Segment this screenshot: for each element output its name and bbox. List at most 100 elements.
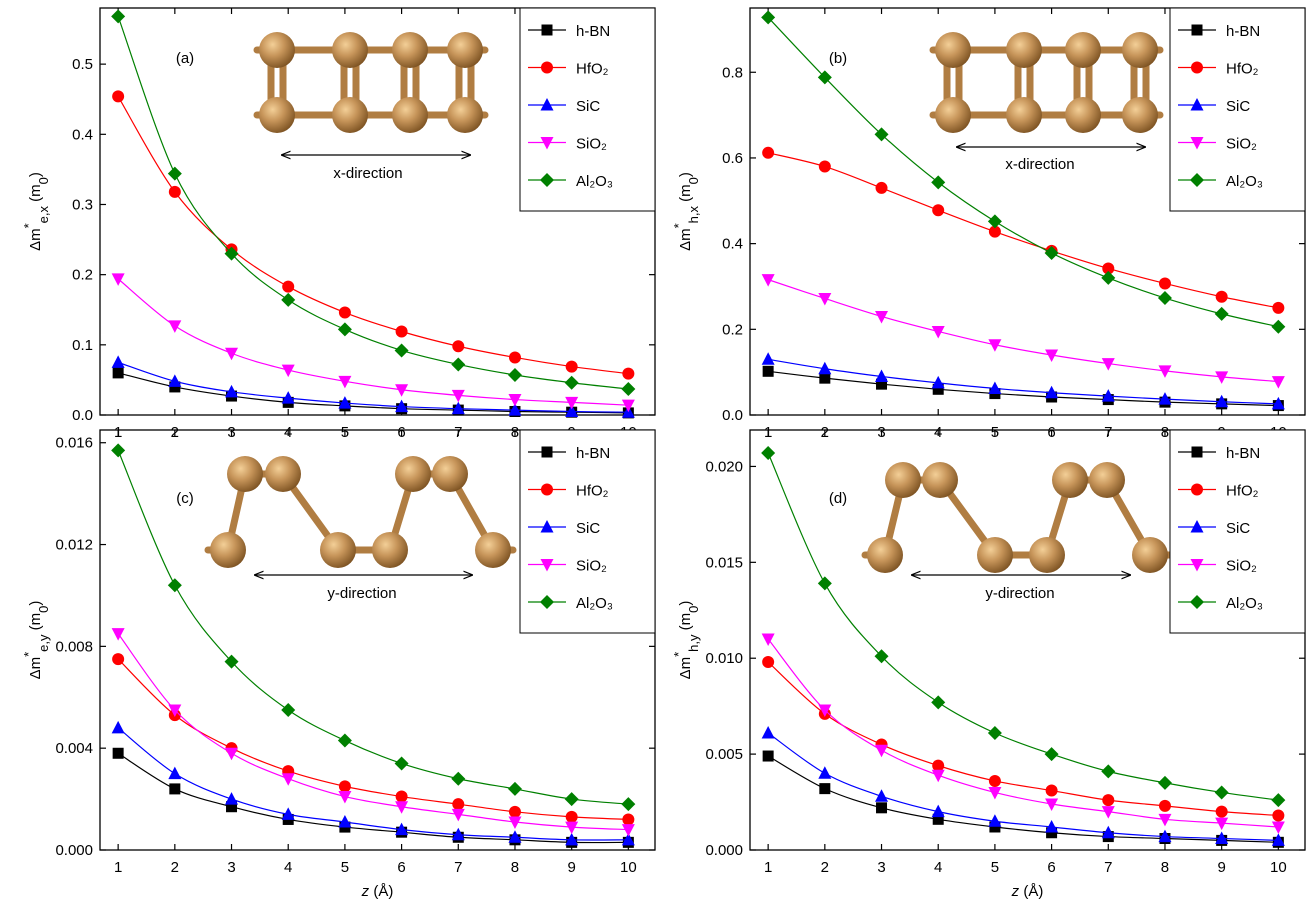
data-point	[988, 381, 1002, 394]
y-tick-label: 0.016	[55, 435, 93, 452]
data-point	[932, 759, 945, 772]
series	[761, 446, 1286, 808]
data-point	[225, 384, 239, 398]
data-point	[817, 576, 832, 591]
atom	[935, 32, 971, 68]
data-point	[818, 766, 832, 779]
data-point	[818, 361, 832, 375]
atom	[332, 97, 368, 133]
data-point	[988, 225, 1001, 238]
y-axis-label-part: )	[27, 172, 44, 177]
series-line	[767, 661, 1279, 817]
legend-label: SiO₂	[1226, 558, 1257, 575]
y-axis-label-part: e,x	[36, 205, 51, 223]
legend-marker	[1190, 520, 1204, 533]
atom	[259, 97, 295, 133]
legend-label: h-BN	[1226, 445, 1260, 462]
series	[762, 656, 1285, 822]
series-line	[767, 755, 1279, 843]
series-line	[768, 152, 1279, 309]
data-point	[169, 381, 181, 393]
y-axis-label-part: (m	[27, 613, 44, 635]
data-point	[224, 654, 239, 669]
data-point	[338, 791, 352, 804]
series	[761, 726, 1285, 846]
panel-label: (d)	[829, 490, 847, 507]
data-point	[167, 166, 182, 181]
legend-label: SiO₂	[576, 558, 607, 575]
y-tick-label: 0.012	[55, 537, 93, 554]
data-point	[621, 382, 636, 397]
y-tick-label: 0.8	[722, 64, 743, 81]
data-point	[111, 443, 126, 458]
legend-marker	[1190, 595, 1204, 609]
direction-label: x-direction	[333, 165, 402, 182]
data-point	[508, 403, 522, 416]
data-point	[989, 821, 1001, 833]
legend-label: Al₂O₃	[1226, 595, 1263, 612]
series	[761, 274, 1285, 389]
y-tick-label: 0.000	[705, 842, 743, 859]
atom	[372, 532, 408, 568]
data-point	[1271, 821, 1285, 834]
data-point	[112, 367, 124, 379]
data-point	[395, 822, 409, 836]
data-point	[507, 781, 522, 796]
data-point	[1101, 825, 1115, 839]
x-axis-label-part: (Å)	[1019, 883, 1043, 900]
data-point	[338, 396, 352, 409]
series-line	[117, 361, 629, 413]
legend-label: SiO₂	[1226, 136, 1257, 153]
data-point	[1101, 764, 1116, 779]
data-point	[876, 802, 888, 814]
data-point	[338, 815, 352, 828]
data-point	[565, 821, 579, 835]
legend: h-BN HfO₂ SiC SiO₂ Al₂O₃	[1169, 7, 1306, 212]
atom	[432, 456, 468, 492]
data-point	[1158, 277, 1171, 290]
data-point	[1044, 246, 1059, 261]
x-tick-label: 2	[821, 859, 829, 876]
y-axis-label-part: 0	[686, 606, 701, 613]
atom	[475, 532, 511, 568]
data-point	[337, 322, 352, 337]
x-tick-label: 4	[284, 859, 292, 876]
data-point	[281, 391, 295, 404]
data-point	[1101, 806, 1115, 819]
data-point	[875, 310, 889, 324]
y-tick-label: 0.2	[722, 321, 743, 338]
data-point	[1158, 799, 1171, 812]
y-tick-label: 0.0	[722, 407, 743, 424]
data-point	[1272, 301, 1285, 314]
legend-label: SiC	[1226, 98, 1250, 115]
y-tick-label: 0.4	[72, 126, 93, 143]
y-tick-label: 0.2	[72, 267, 93, 284]
atom	[447, 32, 483, 68]
y-tick-label: 0.008	[55, 638, 93, 655]
data-point	[931, 695, 946, 710]
series-line	[117, 96, 629, 375]
data-point	[565, 360, 578, 373]
data-point	[1215, 831, 1229, 844]
data-point	[762, 146, 775, 159]
y-axis-label-part: h,y	[686, 634, 701, 652]
y-tick-label: 0.000	[55, 842, 93, 859]
x-tick-label: 1	[764, 859, 772, 876]
data-point	[931, 375, 945, 389]
data-point	[817, 70, 832, 85]
data-point	[875, 789, 889, 802]
data-point	[1102, 794, 1115, 807]
legend-marker	[1190, 98, 1204, 111]
data-point	[1271, 793, 1286, 808]
data-point	[761, 10, 776, 25]
legend-label: HfO₂	[1226, 61, 1259, 78]
legend-label: SiC	[576, 520, 600, 537]
data-point	[818, 704, 832, 717]
data-point	[564, 792, 579, 807]
y-tick-label: 0.3	[72, 196, 93, 213]
atom	[392, 97, 428, 133]
data-point	[394, 343, 409, 358]
series	[111, 628, 635, 837]
series	[111, 9, 636, 397]
y-axis-label-part: )	[27, 601, 44, 606]
